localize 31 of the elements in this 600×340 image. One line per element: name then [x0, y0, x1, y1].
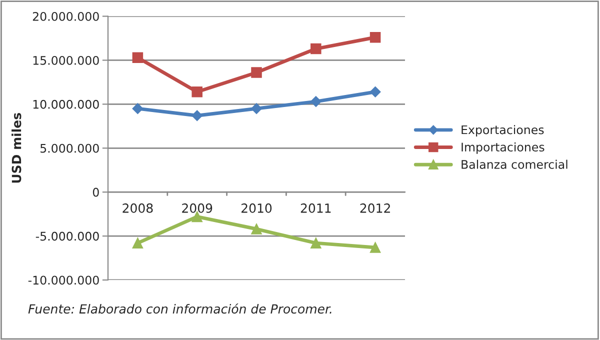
- point: [370, 32, 381, 43]
- point: [132, 238, 144, 248]
- point: [370, 86, 381, 98]
- y-tick-label: 5.000.000: [40, 144, 99, 153]
- point: [370, 242, 381, 253]
- point: [251, 103, 262, 114]
- point: [132, 103, 144, 114]
- y-tick-label: 10.000.000: [33, 100, 99, 109]
- source-note: Fuente: Elaborado con información de Procomer.: [28, 303, 332, 314]
- y-tick-label: -10.000.000: [28, 276, 99, 285]
- point: [251, 67, 262, 78]
- x-tick-label: 2009: [182, 203, 212, 213]
- y-axis-title: USD miles: [12, 113, 22, 183]
- y-tick-label: 15.000.000: [33, 56, 99, 65]
- x-tick-label: 2012: [360, 203, 390, 213]
- point: [310, 96, 322, 107]
- y-tick-label: 0: [92, 188, 99, 197]
- x-tick-label: 2011: [300, 203, 331, 213]
- legend-label: Exportaciones: [462, 125, 544, 137]
- x-tick-label: 2010: [242, 203, 272, 213]
- x-tick-label: 2008: [122, 203, 153, 213]
- y-tick-label: 20.000.000: [32, 12, 99, 21]
- point: [310, 43, 322, 54]
- legend-label: Balanza comercial: [462, 160, 568, 169]
- point: [192, 86, 202, 98]
- point: [132, 52, 144, 63]
- point: [251, 224, 262, 234]
- legend-label: Importaciones: [462, 142, 544, 154]
- point: [192, 110, 203, 122]
- y-tick-label: -5.000.000: [36, 232, 99, 241]
- point: [310, 238, 322, 248]
